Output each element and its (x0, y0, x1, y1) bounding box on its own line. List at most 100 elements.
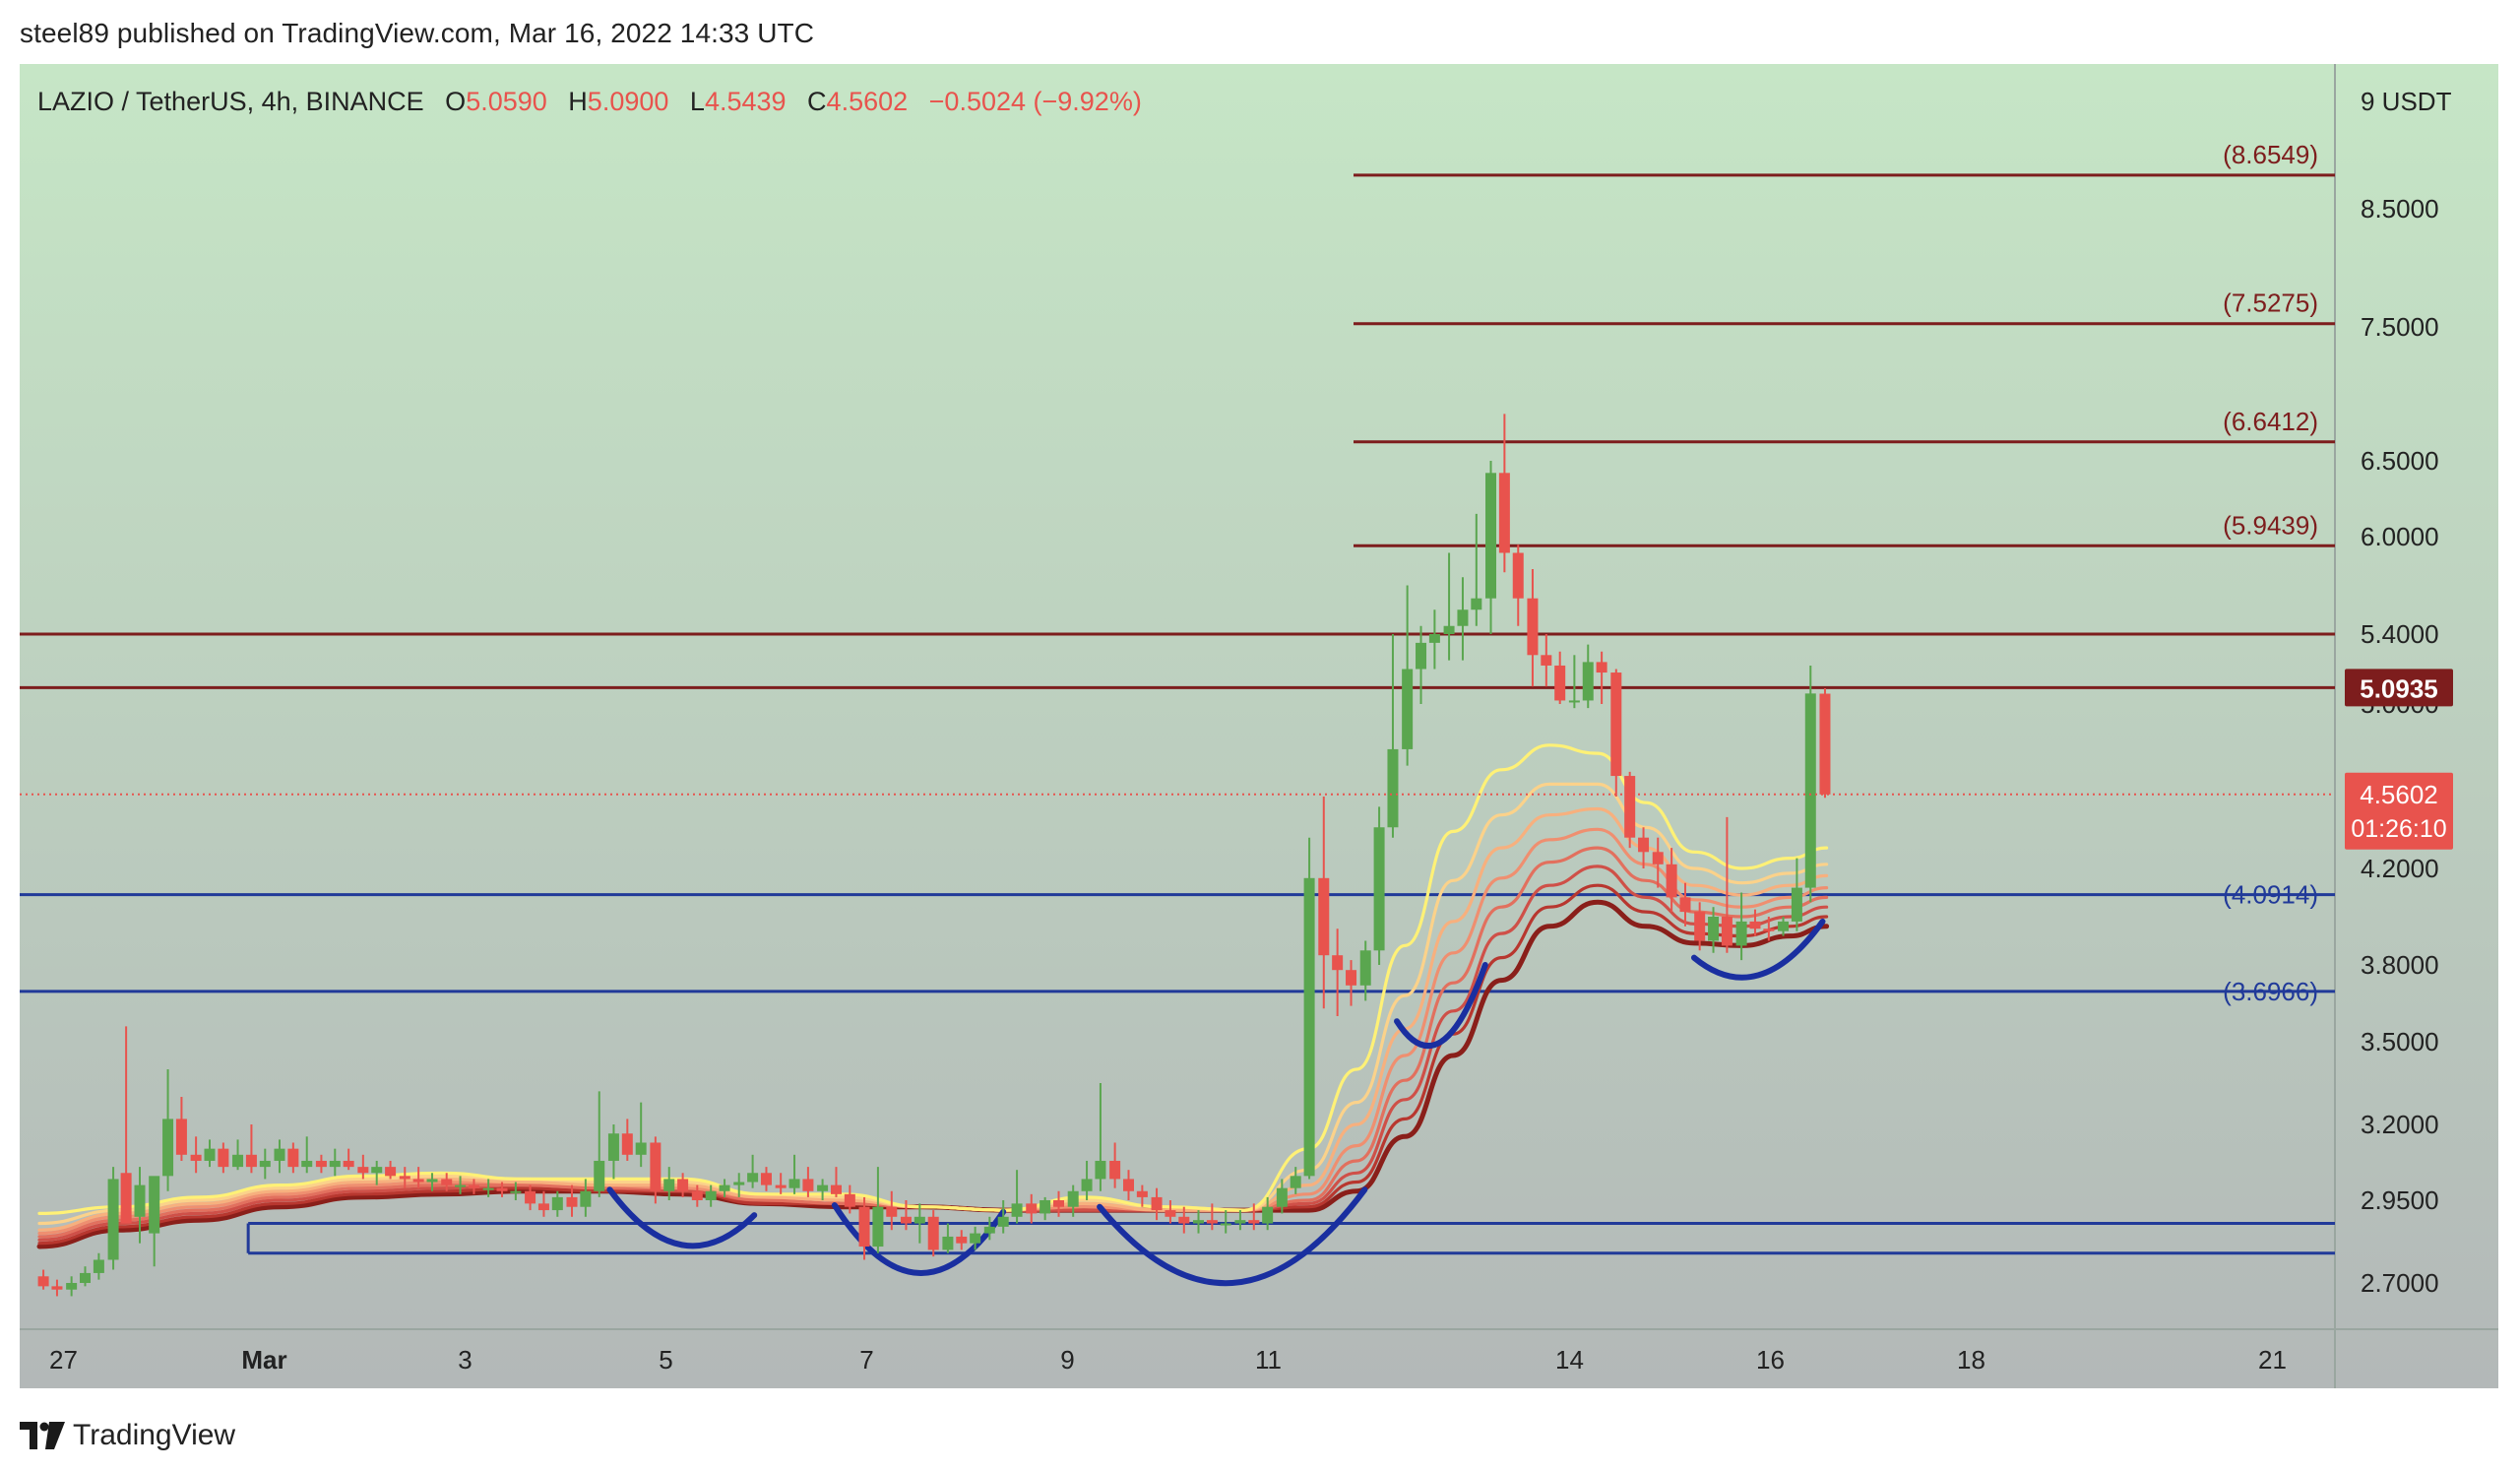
candle-26 (399, 1167, 410, 1188)
candle-body (468, 1184, 479, 1188)
candle-80 (1151, 1187, 1163, 1221)
candle-body (357, 1167, 369, 1174)
bowl-annotation-0 (606, 1186, 758, 1249)
candle-43 (635, 1102, 647, 1168)
legend-low: 4.5439 (705, 87, 787, 116)
countdown-label: 01:26:10 (2351, 815, 2446, 843)
fib-label-2: (6.6412) (2223, 407, 2318, 436)
footer-brand[interactable]: TradingView (20, 1416, 235, 1455)
candle-body (1694, 912, 1706, 941)
candle-body (1512, 552, 1524, 599)
y-tick-label-8: 3.8000 (2361, 950, 2439, 980)
candle-122 (1735, 892, 1747, 961)
candle-body (245, 1154, 257, 1168)
candle-128 (1819, 688, 1831, 799)
candle-body (1804, 693, 1816, 888)
candle-body (635, 1142, 647, 1155)
candle-body (343, 1160, 354, 1168)
legend-close-label: C (807, 87, 827, 116)
candle-body (37, 1276, 49, 1287)
candle-body (1151, 1196, 1163, 1211)
candle-29 (441, 1173, 453, 1191)
legend-close: 4.5602 (827, 87, 909, 116)
candle-body (1303, 877, 1315, 1177)
candle-59 (858, 1196, 870, 1260)
candle-body (1791, 887, 1802, 922)
candle-11 (190, 1136, 202, 1174)
x-tick-label-5: 9 (1060, 1345, 1074, 1375)
x-tick-label-0: 27 (49, 1345, 78, 1375)
candle-body (580, 1190, 592, 1207)
candle-86 (1234, 1210, 1246, 1231)
candle-95 (1359, 940, 1371, 1001)
y-tick-label-12: 2.7000 (2361, 1268, 2439, 1298)
candle-body (970, 1233, 981, 1244)
candle-70 (1011, 1170, 1023, 1224)
candle-body (1290, 1176, 1301, 1188)
candle-121 (1721, 816, 1732, 953)
candle-body (1262, 1206, 1274, 1224)
candle-body (1416, 642, 1427, 670)
candle-91 (1303, 837, 1315, 1180)
candle-body (287, 1148, 299, 1168)
candle-22 (343, 1148, 354, 1171)
candle-body (399, 1176, 410, 1180)
candle-104 (1485, 461, 1497, 634)
candle-23 (357, 1154, 369, 1180)
candle-body (107, 1179, 119, 1260)
y-tick-label-1: 8.5000 (2361, 194, 2439, 224)
candle-93 (1332, 928, 1344, 1016)
candle-body (1136, 1190, 1148, 1197)
candle-40 (594, 1091, 605, 1197)
candle-body (1234, 1220, 1246, 1224)
candle-28 (426, 1173, 438, 1191)
candle-body (1206, 1220, 1218, 1224)
candle-109 (1554, 651, 1566, 704)
candle-body (1498, 473, 1510, 553)
bowl-annotation-1 (831, 1202, 1007, 1276)
candle-124 (1763, 917, 1775, 941)
candle-18 (287, 1142, 299, 1174)
candle-67 (970, 1226, 981, 1250)
candle-body (566, 1196, 578, 1207)
candle-body (1554, 665, 1566, 701)
candle-body (817, 1184, 829, 1191)
candle-body (441, 1179, 453, 1185)
candle-7 (134, 1167, 146, 1244)
candle-42 (621, 1119, 633, 1161)
candle-body (1679, 897, 1691, 913)
ma-ribbon-line-5 (37, 806, 1829, 1232)
candle-81 (1165, 1200, 1176, 1224)
x-tick-label-1: Mar (241, 1345, 286, 1375)
candle-56 (817, 1179, 829, 1200)
candle-body (607, 1133, 619, 1161)
candle-body (1457, 609, 1469, 626)
candle-120 (1708, 907, 1720, 953)
candle-body (1443, 625, 1455, 634)
candle-39 (580, 1179, 592, 1217)
candle-body (232, 1154, 244, 1168)
candle-30 (455, 1176, 467, 1194)
candle-body (1652, 852, 1664, 864)
candle-100 (1428, 609, 1440, 670)
x-tick-label-8: 16 (1756, 1345, 1785, 1375)
candle-37 (551, 1190, 563, 1217)
candle-body (525, 1190, 536, 1204)
candle-34 (510, 1182, 522, 1200)
candle-body (371, 1167, 383, 1174)
candle-62 (900, 1200, 912, 1231)
bowl-annotation-3 (1394, 962, 1488, 1050)
candle-46 (677, 1173, 689, 1197)
candle-119 (1694, 902, 1706, 951)
candle-112 (1596, 651, 1607, 704)
candle-body (1471, 598, 1482, 610)
candle-body (80, 1272, 92, 1283)
x-tick-label-4: 7 (859, 1345, 873, 1375)
y-tick-label-3: 6.5000 (2361, 446, 2439, 476)
candle-body (1081, 1179, 1093, 1191)
candle-body (204, 1148, 216, 1161)
candle-body (872, 1206, 884, 1248)
candle-25 (385, 1160, 397, 1180)
candle-24 (371, 1160, 383, 1185)
